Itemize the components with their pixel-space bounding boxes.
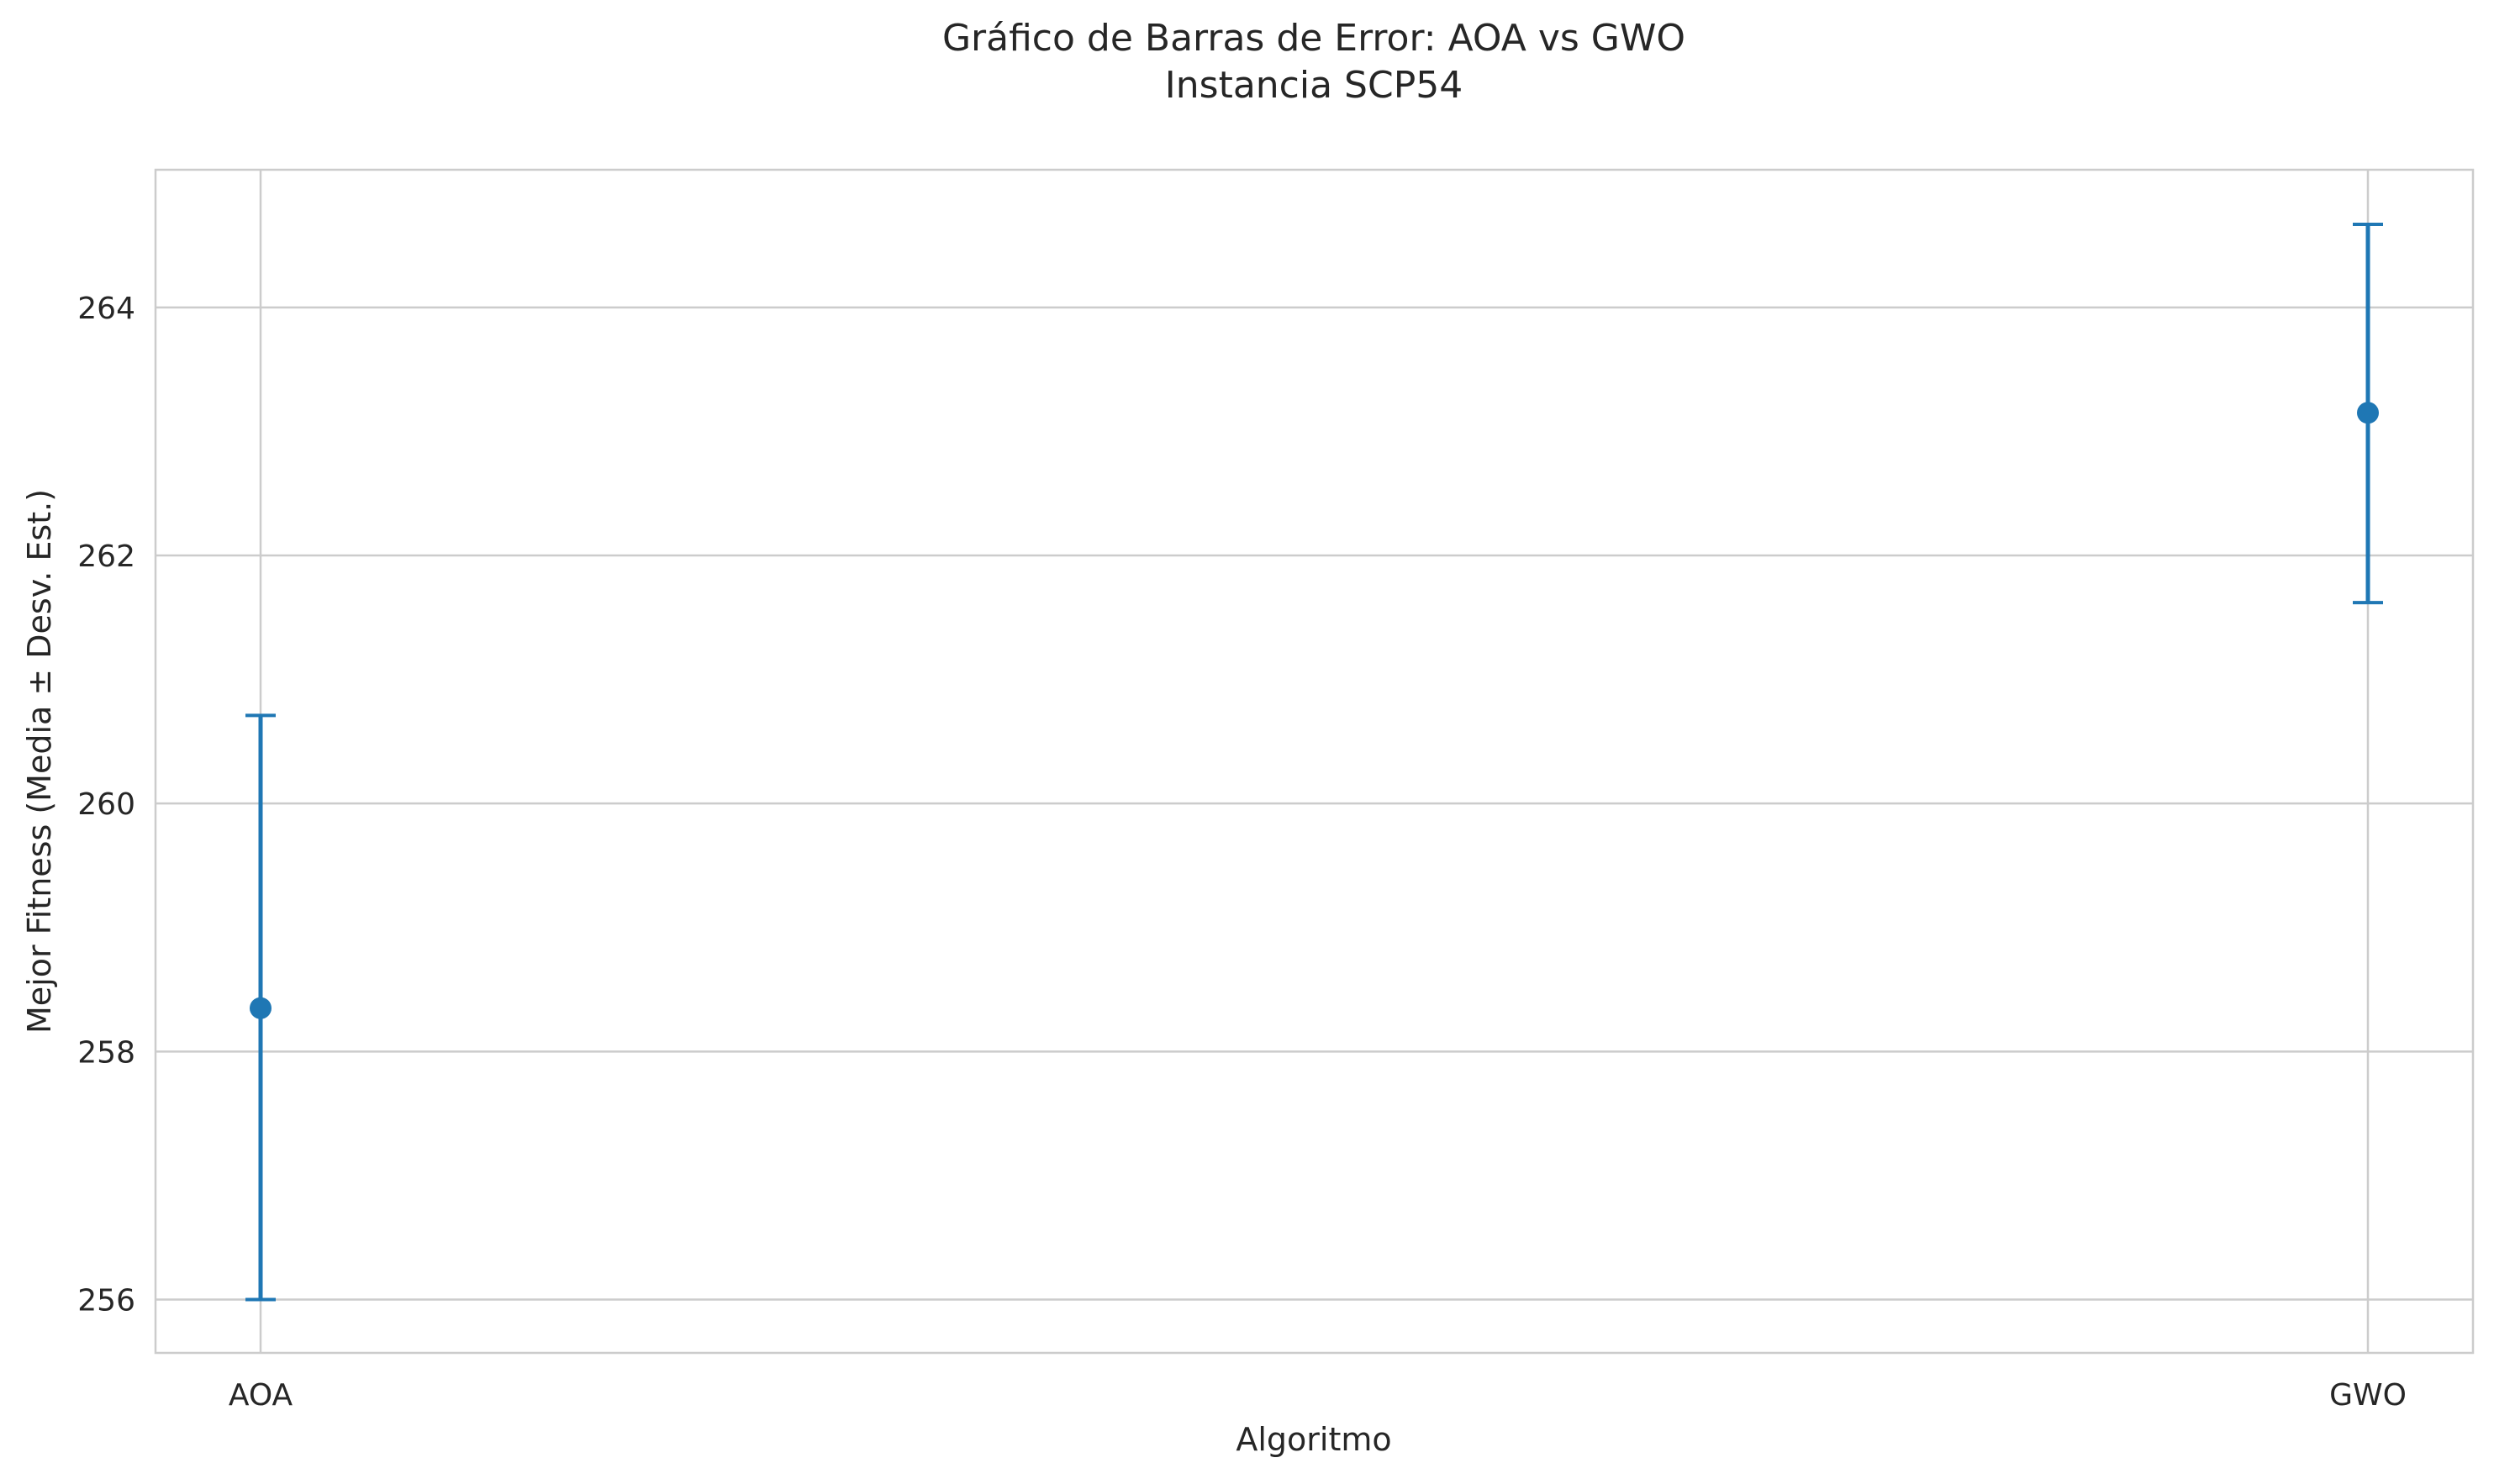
- x-tick-label: GWO: [2329, 1378, 2407, 1413]
- plot-frame: [154, 168, 2475, 1355]
- y-tick-label: 260: [77, 787, 135, 822]
- y-tick-label: 256: [77, 1284, 135, 1318]
- mean-point: [250, 997, 272, 1019]
- y-axis-label: Mejor Fitness (Media ± Desv. Est.): [21, 489, 58, 1034]
- x-tick-label: AOA: [229, 1378, 293, 1413]
- mean-point: [2357, 402, 2379, 424]
- x-axis-label: Algoritmo: [1236, 1421, 1391, 1458]
- y-tick-label: 262: [77, 539, 135, 574]
- chart-subtitle: Instancia SCP54: [1165, 64, 1463, 107]
- y-tick-label: 258: [77, 1035, 135, 1070]
- ticks-layer: 256 258 260 262 264 AOA GWO: [77, 292, 2407, 1413]
- marks-layer: [245, 222, 2383, 1302]
- grid-layer: [156, 170, 2473, 1353]
- chart-title: Gráfico de Barras de Error: AOA vs GWO: [942, 17, 1685, 60]
- y-tick-label: 264: [77, 292, 135, 326]
